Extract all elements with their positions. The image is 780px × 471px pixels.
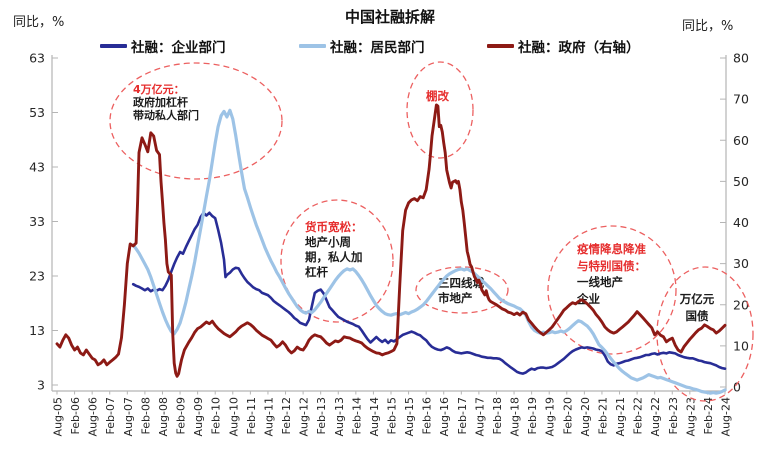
- annotation-line: 杠杆: [305, 265, 328, 279]
- series-line-1: [131, 211, 727, 375]
- x-axis-tick-label: Aug-11: [262, 397, 275, 436]
- legend-label-government: 社融：政府（右轴）: [518, 40, 640, 56]
- x-axis-tick-label: Aug-05: [52, 397, 65, 436]
- annotation-line: 政府加杠杆: [133, 96, 188, 109]
- x-axis-tick-label: Feb-14: [350, 397, 363, 434]
- x-axis-tick-label: Feb-06: [69, 397, 82, 434]
- legend-item-government: 社融：政府（右轴）: [487, 37, 640, 56]
- left-axis-tick-label: 3: [37, 378, 45, 393]
- x-axis-tick-label: Aug-14: [368, 397, 381, 436]
- annotation-line: 期，私人加: [305, 250, 363, 264]
- annotation-line: 地产小周: [305, 235, 351, 249]
- x-axis-tick-label: Aug-18: [509, 397, 522, 436]
- annotation-ellipse-monetary-easing: [280, 199, 394, 323]
- left-axis-tick-label: 23: [29, 269, 45, 284]
- x-axis-tick-label: Aug-07: [122, 397, 135, 436]
- x-axis-tick-label: Feb-07: [104, 397, 117, 434]
- annotation-line: 与特别国债：: [577, 258, 646, 273]
- household-line-swatch-icon: [299, 44, 326, 48]
- x-axis-tick-label: Aug-21: [614, 397, 627, 436]
- annotation-shantytown: 棚改: [426, 89, 449, 104]
- x-axis-tick-label: Aug-12: [298, 397, 311, 436]
- x-axis-tick-label: Aug-23: [684, 397, 697, 436]
- x-axis-tick-label: Feb-11: [245, 397, 258, 434]
- x-axis-tick-label: Aug-24: [720, 397, 733, 436]
- annotation-line: 三四线城: [438, 276, 484, 290]
- x-axis-tick-label: Aug-20: [579, 397, 592, 436]
- x-axis-tick-label: Feb-16: [421, 397, 434, 434]
- annotation-ellipse-covid: [547, 225, 677, 355]
- x-axis-tick-label: Feb-10: [210, 397, 223, 434]
- annotation-ellipse-four-trillion: [109, 62, 283, 180]
- x-axis-tick-label: Feb-15: [386, 397, 399, 434]
- right-axis-tick-label: 0: [733, 380, 741, 395]
- annotation-line: 货币宽松：: [305, 220, 363, 234]
- annotation-line: 棚改: [426, 89, 449, 103]
- right-axis-tick-label: 10: [733, 338, 749, 353]
- x-axis-tick-label: Feb-17: [456, 397, 469, 434]
- right-axis-tick-label: 50: [733, 174, 749, 189]
- right-axis-tick-label: 80: [733, 51, 749, 66]
- series-line-3: [55, 103, 727, 378]
- annotation-monetary-easing: 货币宽松： 地产小周 期，私人加 杠杆: [305, 220, 363, 280]
- x-axis-tick-label: Aug-06: [87, 397, 100, 436]
- corporate-line-swatch-icon: [100, 44, 127, 48]
- x-axis-tick-label: Feb-23: [667, 397, 680, 434]
- x-axis-tick-label: Aug-15: [403, 397, 416, 436]
- annotation-ellipse-tier34-property: [415, 266, 509, 314]
- right-axis-tick-label: 70: [733, 92, 749, 107]
- annotation-line: 国债: [685, 308, 709, 323]
- right-axis-caption: 同比，%: [682, 19, 734, 34]
- left-axis-tick-label: 63: [29, 51, 45, 66]
- annotation-four-trillion: 4万亿元： 政府加杠杆 带动私人部门: [133, 83, 199, 122]
- x-axis-tick-label: Feb-19: [526, 397, 539, 434]
- x-axis-tick-label: Aug-16: [438, 397, 451, 436]
- right-axis-tick-label: 40: [733, 215, 749, 230]
- left-axis-tick-label: 33: [29, 214, 45, 229]
- annotation-line: 疫情降息降准: [577, 242, 646, 256]
- legend-label-household: 社融：居民部门: [330, 40, 425, 56]
- x-axis-tick-label: Feb-21: [596, 397, 609, 434]
- annotation-line: 万亿元: [679, 292, 715, 306]
- x-axis-tick-label: Feb-18: [491, 397, 504, 434]
- x-axis-tick-label: Aug-10: [227, 397, 240, 436]
- x-axis-tick-label: Aug-19: [544, 397, 557, 436]
- legend-label-corporate: 社融：企业部门: [131, 40, 226, 56]
- right-axis-tick-label: 30: [733, 256, 749, 271]
- government-line-swatch-icon: [487, 44, 514, 48]
- right-axis-tick-label: 60: [733, 133, 749, 148]
- x-axis-tick-label: Feb-13: [315, 397, 328, 434]
- series-line-2: [131, 108, 727, 395]
- annotation-ellipse-shantytown: [406, 61, 474, 159]
- x-axis-tick-label: Aug-08: [157, 397, 170, 436]
- left-axis-tick-label: 53: [29, 105, 45, 120]
- x-axis-tick-label: Aug-17: [473, 397, 486, 436]
- legend-item-corporate: 社融：企业部门: [100, 37, 226, 56]
- left-axis-tick-label: 43: [29, 160, 45, 175]
- right-axis-tick-label: 20: [733, 297, 749, 312]
- x-axis-tick-label: Aug-09: [192, 397, 205, 436]
- annotation-line: 一线地产: [577, 275, 623, 289]
- legend-item-household: 社融：居民部门: [299, 37, 425, 56]
- x-axis-tick-label: Aug-13: [333, 397, 346, 436]
- annotation-line: 4万亿元：: [133, 83, 185, 96]
- annotation-trillion-bond: 万亿元 国债: [668, 291, 726, 324]
- annotation-tier34-property: 三四线城 市地产: [438, 276, 484, 306]
- page-title: 中国社融拆解: [344, 8, 435, 26]
- x-axis-tick-label: Feb-20: [561, 397, 574, 434]
- x-axis-tick-label: Feb-08: [139, 397, 152, 434]
- annotation-line: 带动私人部门: [133, 109, 199, 122]
- x-axis-tick-label: Aug-22: [649, 397, 662, 436]
- annotation-line: 市地产: [438, 291, 473, 305]
- left-axis-caption: 同比，%: [13, 15, 65, 30]
- x-axis-tick-label: Feb-24: [702, 397, 715, 434]
- annotation-covid: 疫情降息降准 与特别国债： 一线地产 企业: [577, 241, 646, 307]
- x-axis-tick-label: Feb-09: [175, 397, 188, 434]
- x-axis-tick-label: Feb-22: [632, 397, 645, 434]
- left-axis-tick-label: 13: [29, 323, 45, 338]
- x-axis-tick-label: Feb-12: [280, 397, 293, 434]
